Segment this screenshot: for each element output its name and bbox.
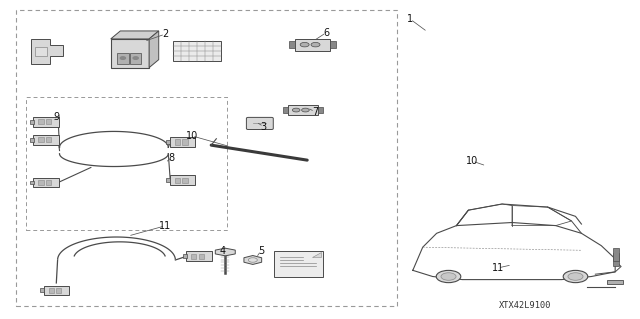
Bar bbox=[182, 178, 188, 183]
Bar bbox=[199, 254, 204, 259]
Circle shape bbox=[120, 57, 125, 59]
Bar bbox=[38, 180, 44, 185]
Bar bbox=[56, 288, 61, 293]
Bar bbox=[26, 97, 227, 230]
Circle shape bbox=[301, 108, 309, 112]
FancyBboxPatch shape bbox=[186, 251, 212, 261]
Bar bbox=[191, 254, 196, 259]
FancyBboxPatch shape bbox=[170, 137, 195, 147]
Bar bbox=[288, 105, 317, 115]
Bar bbox=[16, 10, 397, 306]
Bar bbox=[175, 139, 180, 145]
Bar bbox=[40, 288, 44, 292]
Circle shape bbox=[436, 271, 461, 283]
Text: 11: 11 bbox=[492, 263, 504, 273]
Bar bbox=[30, 181, 34, 184]
Text: 10: 10 bbox=[466, 156, 479, 166]
Bar bbox=[612, 248, 619, 261]
Text: 5: 5 bbox=[258, 246, 264, 256]
FancyBboxPatch shape bbox=[246, 117, 273, 130]
Text: 6: 6 bbox=[323, 27, 330, 38]
FancyBboxPatch shape bbox=[111, 39, 149, 68]
Bar bbox=[46, 180, 51, 185]
Polygon shape bbox=[312, 252, 321, 257]
FancyBboxPatch shape bbox=[33, 178, 59, 187]
Polygon shape bbox=[149, 31, 159, 68]
Bar bbox=[117, 53, 129, 64]
Text: 10: 10 bbox=[186, 131, 198, 141]
Text: 8: 8 bbox=[168, 153, 175, 163]
FancyBboxPatch shape bbox=[274, 251, 323, 277]
Bar bbox=[130, 53, 141, 64]
Bar bbox=[46, 137, 51, 142]
FancyBboxPatch shape bbox=[44, 286, 69, 295]
Bar bbox=[49, 288, 54, 293]
Bar bbox=[46, 119, 51, 124]
Bar bbox=[166, 178, 170, 182]
Text: 1: 1 bbox=[407, 14, 413, 24]
Bar bbox=[317, 107, 323, 113]
Circle shape bbox=[563, 271, 588, 283]
Bar bbox=[166, 140, 170, 144]
Bar bbox=[183, 254, 187, 258]
Bar bbox=[38, 119, 44, 124]
Circle shape bbox=[300, 42, 309, 47]
Text: 9: 9 bbox=[53, 112, 60, 122]
Bar bbox=[30, 138, 34, 142]
Polygon shape bbox=[31, 39, 63, 64]
Circle shape bbox=[311, 42, 320, 47]
Text: 3: 3 bbox=[260, 122, 267, 132]
Bar bbox=[182, 139, 188, 145]
Polygon shape bbox=[215, 248, 236, 256]
Text: XTX42L9100: XTX42L9100 bbox=[499, 301, 551, 310]
Circle shape bbox=[568, 273, 583, 280]
Bar bbox=[612, 253, 619, 266]
Bar bbox=[38, 137, 44, 142]
Bar bbox=[175, 178, 180, 183]
Circle shape bbox=[441, 273, 456, 280]
Polygon shape bbox=[111, 31, 159, 39]
Bar bbox=[294, 39, 330, 51]
FancyBboxPatch shape bbox=[33, 117, 59, 127]
Circle shape bbox=[292, 108, 300, 112]
FancyBboxPatch shape bbox=[170, 175, 195, 185]
Bar bbox=[173, 41, 221, 61]
Bar bbox=[283, 107, 288, 113]
Polygon shape bbox=[244, 256, 262, 264]
FancyBboxPatch shape bbox=[33, 135, 59, 145]
Text: 4: 4 bbox=[220, 246, 226, 256]
Text: 7: 7 bbox=[312, 107, 318, 117]
Bar bbox=[30, 120, 34, 124]
Circle shape bbox=[248, 258, 257, 262]
Polygon shape bbox=[35, 47, 47, 56]
Circle shape bbox=[133, 57, 138, 59]
Text: 11: 11 bbox=[159, 221, 172, 231]
Bar bbox=[330, 41, 335, 48]
Text: 2: 2 bbox=[162, 29, 168, 39]
Bar bbox=[607, 280, 623, 284]
Bar bbox=[289, 41, 295, 48]
